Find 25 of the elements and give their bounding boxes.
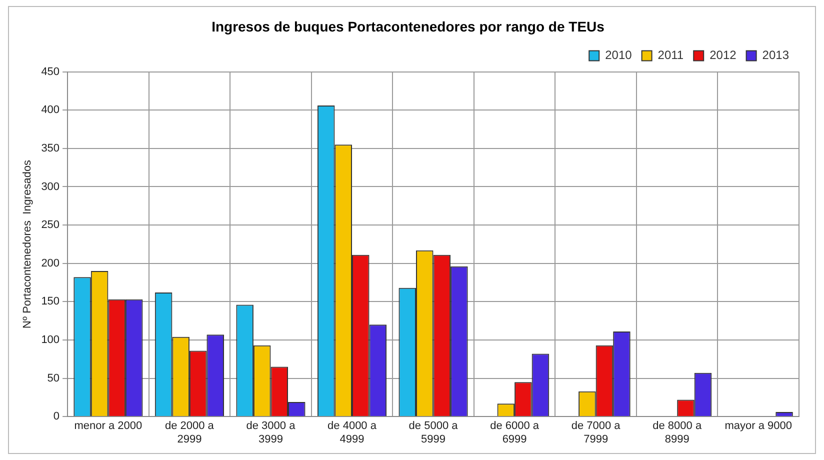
- legend-label: 2011: [658, 48, 684, 62]
- x-tick-label: de 6000 a 6999: [490, 420, 540, 446]
- y-tick-label: 200: [41, 257, 60, 270]
- y-tick-label: 150: [41, 296, 60, 308]
- y-tick-label: 400: [41, 104, 60, 116]
- x-tick-label: de 4000 a 4999: [328, 420, 378, 446]
- x-tick-label: de 7000 a 7999: [571, 420, 622, 446]
- y-tick-label: 250: [41, 219, 60, 232]
- y-tick-label: 100: [41, 334, 60, 346]
- x-tick-label: de 2000 a 2999: [164, 420, 215, 446]
- x-tick-label: de 8000 a 8999: [652, 420, 702, 446]
- y-axis-title: Nº Portacontenedores Ingresados: [22, 159, 34, 328]
- y-tick-label: 350: [41, 142, 60, 154]
- y-tick-label: 0: [53, 410, 60, 423]
- y-tick-label: 50: [47, 372, 60, 384]
- y-tick-label: 300: [41, 180, 60, 193]
- legend-label: 2013: [762, 48, 790, 62]
- y-tick-label: 450: [41, 66, 60, 78]
- chart-title: Ingresos de buques Portacontenedores por rango de TEUs: [212, 18, 605, 34]
- legend-label: 2012: [710, 48, 737, 62]
- x-tick-label: mayor a 9000: [724, 420, 792, 432]
- legend-label: 2010: [605, 48, 632, 62]
- x-tick-label: de 3000 a 3999: [246, 420, 296, 446]
- x-tick-label: menor a 2000: [74, 420, 142, 432]
- x-tick-label: de 5000 a 5999: [408, 420, 459, 446]
